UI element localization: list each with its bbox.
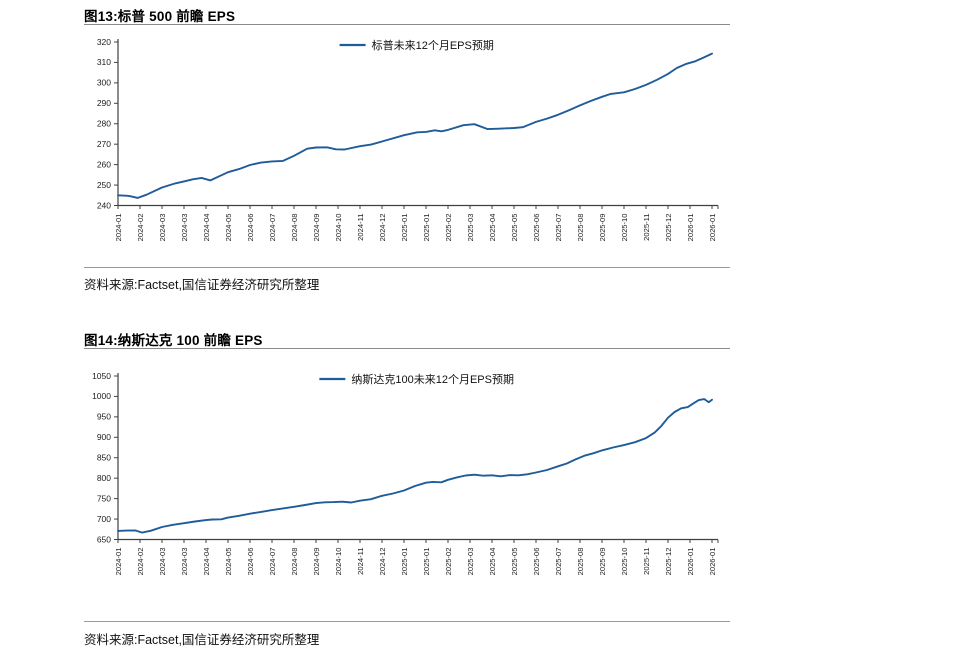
svg-text:2025-06: 2025-06 <box>532 214 541 242</box>
legend: 标普未来12个月EPS预期 <box>339 38 494 52</box>
svg-text:2025-03: 2025-03 <box>466 548 475 576</box>
svg-text:250: 250 <box>97 180 111 190</box>
svg-text:2024-02: 2024-02 <box>136 548 145 576</box>
svg-text:2025-05: 2025-05 <box>510 214 519 242</box>
svg-text:2025-07: 2025-07 <box>554 214 563 242</box>
svg-text:310: 310 <box>97 57 111 67</box>
svg-text:2024-04: 2024-04 <box>202 548 211 576</box>
svg-text:2024-03: 2024-03 <box>180 548 189 576</box>
svg-text:2025-11: 2025-11 <box>642 214 651 241</box>
svg-text:2024-09: 2024-09 <box>312 548 321 576</box>
svg-text:2025-10: 2025-10 <box>620 214 629 242</box>
svg-text:2025-04: 2025-04 <box>488 548 497 576</box>
svg-text:900: 900 <box>97 432 111 442</box>
legend: 纳斯达克100未来12个月EPS预期 <box>319 373 514 386</box>
figure-13-title-underline <box>84 24 730 25</box>
svg-text:2025-05: 2025-05 <box>510 548 519 576</box>
sp500-forward-eps-line-chart: 240 250 260 270 280 290 300 310 320 2024-01 2024-0… <box>97 37 719 242</box>
svg-text:320: 320 <box>97 37 111 47</box>
svg-text:2024-12: 2024-12 <box>378 548 387 576</box>
svg-text:2026-01: 2026-01 <box>708 548 717 576</box>
svg-text:2025-09: 2025-09 <box>598 214 607 242</box>
svg-text:950: 950 <box>97 412 111 422</box>
svg-text:2025-01: 2025-01 <box>400 548 409 576</box>
svg-text:1000: 1000 <box>92 391 111 401</box>
svg-text:2025-08: 2025-08 <box>576 214 585 242</box>
svg-text:270: 270 <box>97 139 111 149</box>
svg-text:2024-03: 2024-03 <box>158 214 167 242</box>
svg-text:850: 850 <box>97 453 111 463</box>
svg-text:2025-11: 2025-11 <box>642 548 651 575</box>
svg-text:2024-07: 2024-07 <box>268 214 277 242</box>
svg-text:2026-01: 2026-01 <box>686 548 695 576</box>
svg-text:1050: 1050 <box>92 371 111 381</box>
figure-13-title: 图13:标普 500 前瞻 EPS <box>84 9 236 24</box>
svg-text:2025-07: 2025-07 <box>554 548 563 576</box>
svg-text:2024-02: 2024-02 <box>136 214 145 242</box>
svg-text:2024-05: 2024-05 <box>224 548 233 576</box>
svg-text:2024-03: 2024-03 <box>158 548 167 576</box>
svg-text:2024-03: 2024-03 <box>180 214 189 242</box>
svg-text:2024-08: 2024-08 <box>290 214 299 242</box>
svg-text:2025-02: 2025-02 <box>444 214 453 242</box>
svg-text:2024-07: 2024-07 <box>268 548 277 576</box>
svg-text:标普未来12个月EPS预期: 标普未来12个月EPS预期 <box>372 38 494 52</box>
svg-text:2025-01: 2025-01 <box>400 214 409 242</box>
svg-text:800: 800 <box>97 473 111 483</box>
svg-text:2025-12: 2025-12 <box>664 548 673 576</box>
svg-text:650: 650 <box>97 534 111 544</box>
svg-text:2024-05: 2024-05 <box>224 214 233 242</box>
svg-text:2025-12: 2025-12 <box>664 214 673 242</box>
svg-text:2024-12: 2024-12 <box>378 214 387 242</box>
svg-text:2024-06: 2024-06 <box>246 548 255 576</box>
figure-13-source-divider <box>84 267 730 268</box>
svg-text:2024-06: 2024-06 <box>246 214 255 242</box>
svg-text:700: 700 <box>97 514 111 524</box>
svg-text:2025-01: 2025-01 <box>422 548 431 576</box>
svg-text:2026-01: 2026-01 <box>686 214 695 242</box>
svg-text:纳斯达克100未来12个月EPS预期: 纳斯达克100未来12个月EPS预期 <box>351 373 514 386</box>
svg-text:2025-09: 2025-09 <box>598 548 607 576</box>
svg-text:2024-11: 2024-11 <box>356 214 365 241</box>
svg-text:240: 240 <box>97 200 111 210</box>
svg-text:300: 300 <box>97 78 111 88</box>
svg-text:2026-01: 2026-01 <box>708 214 717 242</box>
svg-text:2024-09: 2024-09 <box>312 214 321 242</box>
svg-text:290: 290 <box>97 98 111 108</box>
svg-text:2024-10: 2024-10 <box>334 214 343 242</box>
svg-text:750: 750 <box>97 493 111 503</box>
svg-text:2025-06: 2025-06 <box>532 548 541 576</box>
figure-13-source: 资料来源:Factset,国信证券经济研究所整理 <box>84 278 320 292</box>
svg-text:2024-04: 2024-04 <box>202 214 211 242</box>
figure-14-source-divider <box>84 621 730 622</box>
nasdaq100-forward-eps-line-chart: 650 700 750 800 850 900 950 1000 1050 2024-01 2024… <box>92 371 719 576</box>
svg-text:2025-03: 2025-03 <box>466 214 475 242</box>
svg-text:2025-01: 2025-01 <box>422 214 431 242</box>
svg-text:280: 280 <box>97 119 111 129</box>
svg-text:2024-10: 2024-10 <box>334 548 343 576</box>
svg-text:2025-04: 2025-04 <box>488 214 497 242</box>
svg-text:2024-01: 2024-01 <box>114 214 123 242</box>
svg-text:2024-11: 2024-11 <box>356 548 365 575</box>
figure-14-title-underline <box>84 348 730 349</box>
svg-text:2024-08: 2024-08 <box>290 548 299 576</box>
svg-text:2025-02: 2025-02 <box>444 548 453 576</box>
svg-text:2024-01: 2024-01 <box>114 548 123 576</box>
svg-text:260: 260 <box>97 159 111 169</box>
figure-14-title: 图14:纳斯达克 100 前瞻 EPS <box>84 333 263 348</box>
figure-14-source: 资料来源:Factset,国信证券经济研究所整理 <box>84 633 320 647</box>
svg-text:2025-10: 2025-10 <box>620 548 629 576</box>
svg-text:2025-08: 2025-08 <box>576 548 585 576</box>
